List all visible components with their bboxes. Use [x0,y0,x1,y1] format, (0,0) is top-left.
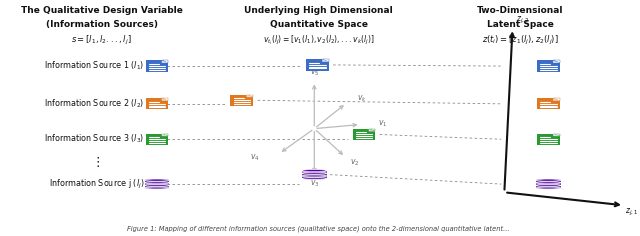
Text: $s = [l_1, l_2 ..., l_j]$: $s = [l_1, l_2 ..., l_j]$ [71,34,132,47]
Ellipse shape [536,179,561,181]
Polygon shape [162,98,168,101]
Ellipse shape [145,179,170,181]
Text: $v_k$: $v_k$ [357,94,367,104]
Ellipse shape [536,182,561,184]
Bar [145,180,170,188]
Ellipse shape [536,184,561,186]
Text: Information Source 1 $(l_1)$: Information Source 1 $(l_1)$ [44,60,145,72]
Text: Figure 1: Mapping of different information sources (qualitative space) onto the : Figure 1: Mapping of different informati… [127,226,510,232]
Polygon shape [553,98,560,101]
Bar [537,60,560,72]
Ellipse shape [302,175,326,177]
Bar [306,59,329,71]
Ellipse shape [302,177,326,180]
Polygon shape [553,60,560,63]
Polygon shape [162,134,168,136]
Polygon shape [246,95,253,97]
Text: The Qualitative Design Variable: The Qualitative Design Variable [20,6,182,15]
Bar [536,180,561,188]
Polygon shape [369,129,376,131]
Ellipse shape [145,187,170,189]
Ellipse shape [145,182,170,184]
Polygon shape [553,98,560,101]
Text: $z_{j,2}$: $z_{j,2}$ [516,15,529,26]
Polygon shape [553,134,560,136]
Text: Quantitative Space: Quantitative Space [269,20,368,29]
Polygon shape [162,134,168,136]
Text: Information Source 2 $(l_2)$: Information Source 2 $(l_2)$ [44,98,145,110]
Bar [230,95,253,106]
Polygon shape [322,59,329,62]
Text: Two-Dimensional: Two-Dimensional [477,6,563,15]
Text: $z(t_i) = [z_1(l_j), z_2(l_j)]$: $z(t_i) = [z_1(l_j), z_2(l_j)]$ [482,34,559,47]
Text: (Information Sources): (Information Sources) [45,20,157,29]
Text: Information Source 3 $(l_3)$: Information Source 3 $(l_3)$ [44,133,145,145]
Text: $v_4$: $v_4$ [250,153,260,163]
Ellipse shape [145,184,170,186]
Polygon shape [162,98,168,101]
Bar [145,134,168,145]
Bar [353,129,376,140]
Bar [145,60,168,72]
Polygon shape [162,60,168,63]
Ellipse shape [536,179,561,181]
Ellipse shape [302,170,326,172]
Text: $v_{t_i}(l_j) = [v_1(l_1), v_2(l_2), ...v_k(l_j)]$: $v_{t_i}(l_j) = [v_1(l_1), v_2(l_2), ...… [263,34,374,47]
Polygon shape [322,59,329,62]
Ellipse shape [536,187,561,189]
Polygon shape [162,60,168,63]
Bar [537,134,560,145]
Text: Latent Space: Latent Space [486,20,554,29]
Ellipse shape [302,172,326,174]
Text: $v_3$: $v_3$ [310,179,319,189]
Ellipse shape [145,179,170,181]
Polygon shape [246,95,253,97]
Bar [302,171,326,179]
Ellipse shape [302,170,326,172]
Polygon shape [369,129,376,131]
Text: $v_2$: $v_2$ [350,158,360,168]
Bar [145,98,168,110]
Text: $v_5$: $v_5$ [310,68,319,78]
Text: Information Source j $(l_j)$: Information Source j $(l_j)$ [49,177,145,191]
Text: $z_{j,1}$: $z_{j,1}$ [625,206,638,218]
Text: Underlying High Dimensional: Underlying High Dimensional [244,6,393,15]
Text: $v_1$: $v_1$ [378,118,387,129]
Text: $\vdots$: $\vdots$ [91,155,100,169]
Bar [537,98,560,110]
Polygon shape [553,60,560,63]
Polygon shape [553,134,560,136]
